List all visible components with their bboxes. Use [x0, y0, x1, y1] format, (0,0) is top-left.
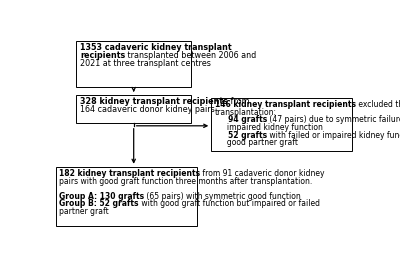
Text: 52 grafts: 52 grafts	[215, 131, 267, 140]
Text: 146 kidney transplant recipients: 146 kidney transplant recipients	[215, 100, 356, 109]
Text: transplantation:: transplantation:	[215, 108, 277, 117]
Text: 2021 at three transplant centres: 2021 at three transplant centres	[80, 59, 211, 68]
Text: 1353 cadaveric kidney transplant: 1353 cadaveric kidney transplant	[80, 44, 232, 52]
Text: recipients: recipients	[80, 51, 125, 60]
Bar	[56, 167, 197, 226]
Text: partner graft: partner graft	[59, 207, 109, 216]
Text: with good graft function but impaired or failed: with good graft function but impaired or…	[139, 199, 320, 208]
Text: 182 kidney transplant recipients: 182 kidney transplant recipients	[59, 169, 200, 178]
Text: from 91 cadaveric donor kidney: from 91 cadaveric donor kidney	[200, 169, 325, 178]
Bar	[76, 41, 191, 87]
Text: 328 kidney transplant recipients: 328 kidney transplant recipients	[80, 97, 228, 106]
Bar	[76, 95, 191, 123]
Text: 94 grafts: 94 grafts	[215, 116, 267, 124]
Bar	[211, 98, 352, 151]
Text: (65 pairs) with symmetric good function: (65 pairs) with symmetric good function	[144, 192, 301, 201]
Text: Group B: 52 grafts: Group B: 52 grafts	[59, 199, 139, 208]
Text: good partner graft: good partner graft	[215, 138, 298, 147]
Text: pairs with good graft function three months after transplantation.: pairs with good graft function three mon…	[59, 177, 312, 186]
Text: transplanted between 2006 and: transplanted between 2006 and	[125, 51, 256, 60]
Text: impaired kidney function: impaired kidney function	[215, 123, 323, 132]
Text: with failed or impaired kidney function but a: with failed or impaired kidney function …	[267, 131, 400, 140]
Text: 164 cadaveric donor kidney pairs: 164 cadaveric donor kidney pairs	[80, 105, 215, 114]
Text: (47 pairs) due to symmetric failure or: (47 pairs) due to symmetric failure or	[267, 116, 400, 124]
Text: excluded three months after: excluded three months after	[356, 100, 400, 109]
Text: Group A: 130 grafts: Group A: 130 grafts	[59, 192, 144, 201]
Text: from: from	[228, 97, 250, 106]
